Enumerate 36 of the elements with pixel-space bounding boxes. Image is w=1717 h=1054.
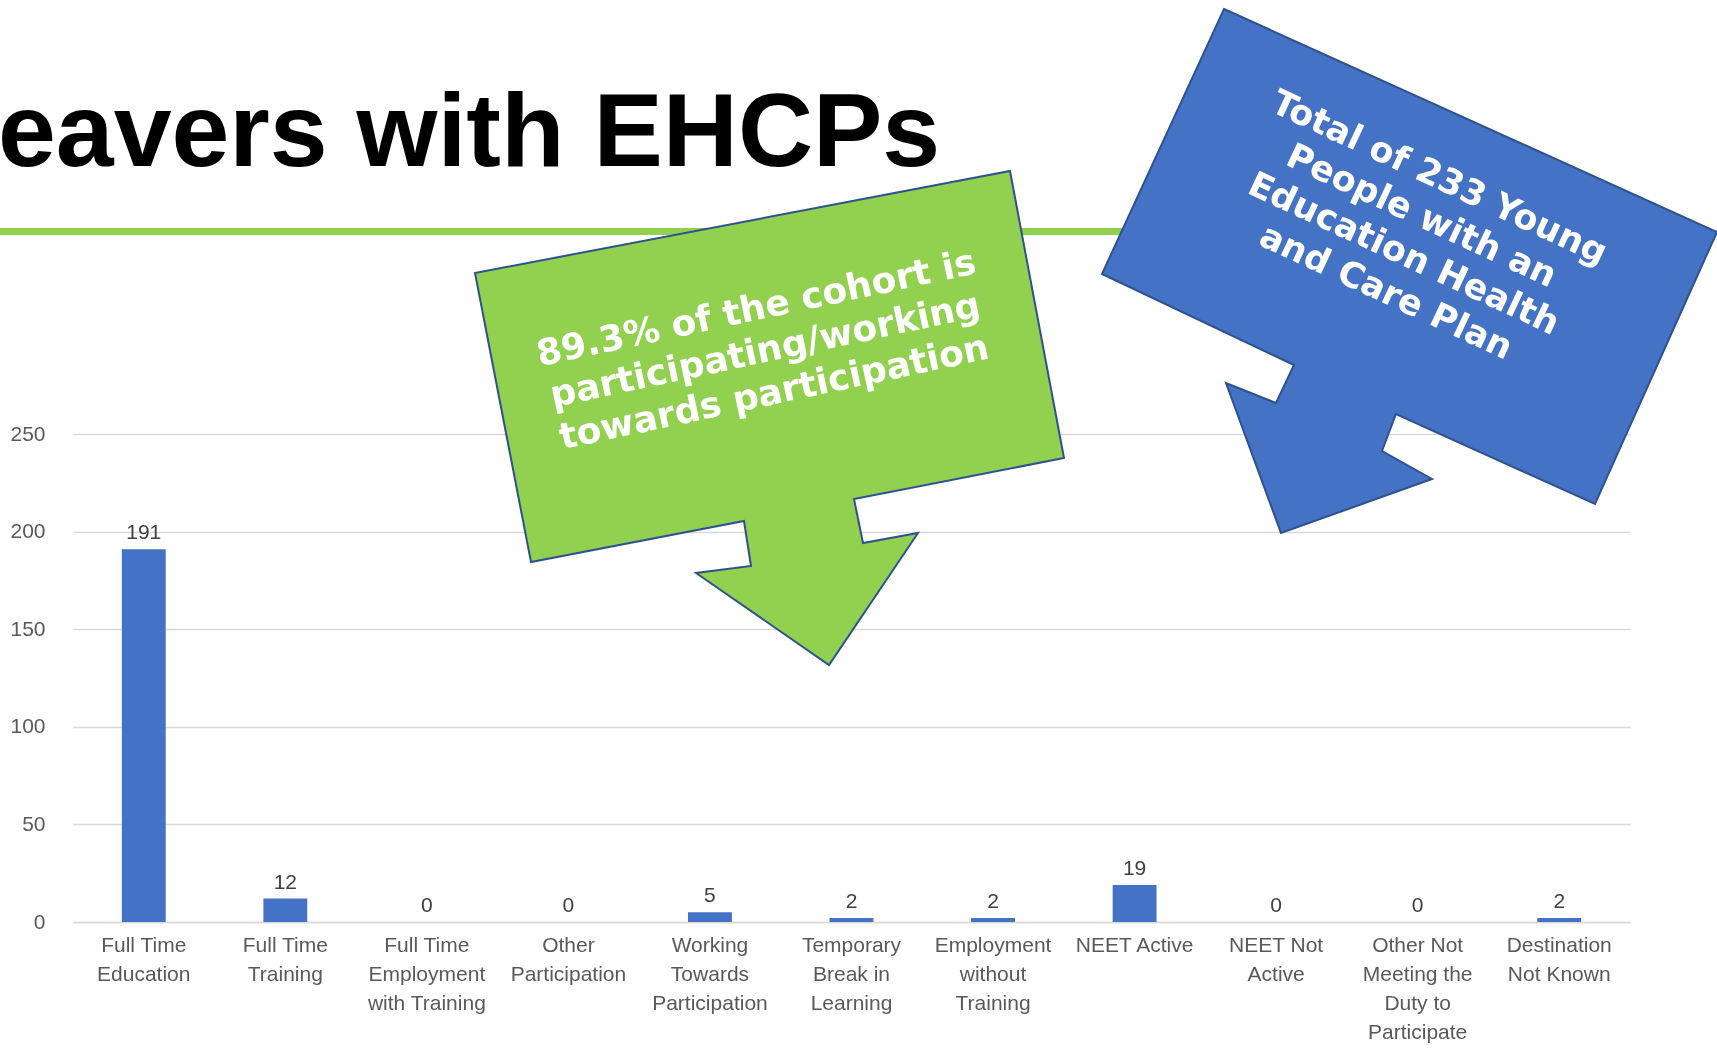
x-tick-label: Full Time Employment with Training: [366, 932, 486, 1014]
data-label: 0: [421, 893, 433, 916]
y-tick-label: 250: [10, 421, 46, 445]
y-tick-label: 50: [22, 811, 46, 835]
data-label: 19: [1122, 855, 1147, 879]
data-label: 2: [987, 889, 999, 913]
x-tick-label: Other Not Meeting the Duty to Participate: [1362, 932, 1473, 1043]
data-label: 0: [1270, 893, 1282, 916]
x-tick-label: Destination Not Known: [1506, 932, 1612, 985]
x-tick-label: Employment without Training: [934, 932, 1052, 1014]
y-tick-label: 100: [10, 714, 46, 738]
data-label: 0: [1411, 893, 1424, 916]
x-tick-label: NEET Active: [1075, 932, 1194, 956]
bar: [1112, 884, 1157, 922]
bar: [688, 912, 732, 922]
data-label: 191: [126, 520, 162, 544]
data-label: 5: [704, 883, 716, 907]
data-label: 2: [845, 889, 858, 913]
bar: [1537, 918, 1582, 922]
data-label: 2: [1553, 889, 1566, 913]
x-tick-label: Full Time Education: [97, 932, 191, 985]
bar: [829, 918, 874, 922]
bar: [121, 549, 166, 922]
data-label: 12: [273, 869, 297, 893]
chart-title: eavers with EHCPs: [0, 72, 941, 188]
x-tick-label: NEET Not Active: [1229, 932, 1324, 985]
bar: [263, 898, 308, 922]
y-tick-label: 150: [10, 616, 46, 640]
x-tick-label: Other Participation: [510, 932, 627, 985]
x-tick-label: Full Time Training: [242, 932, 328, 985]
bar: [971, 918, 1015, 922]
y-tick-label: 0: [33, 909, 46, 933]
x-tick-label: Temporary Break in Learning: [801, 932, 902, 1014]
y-tick-label: 200: [10, 519, 46, 543]
x-tick-label: Working Towards Participation: [652, 932, 768, 1014]
data-label: 0: [562, 893, 575, 916]
